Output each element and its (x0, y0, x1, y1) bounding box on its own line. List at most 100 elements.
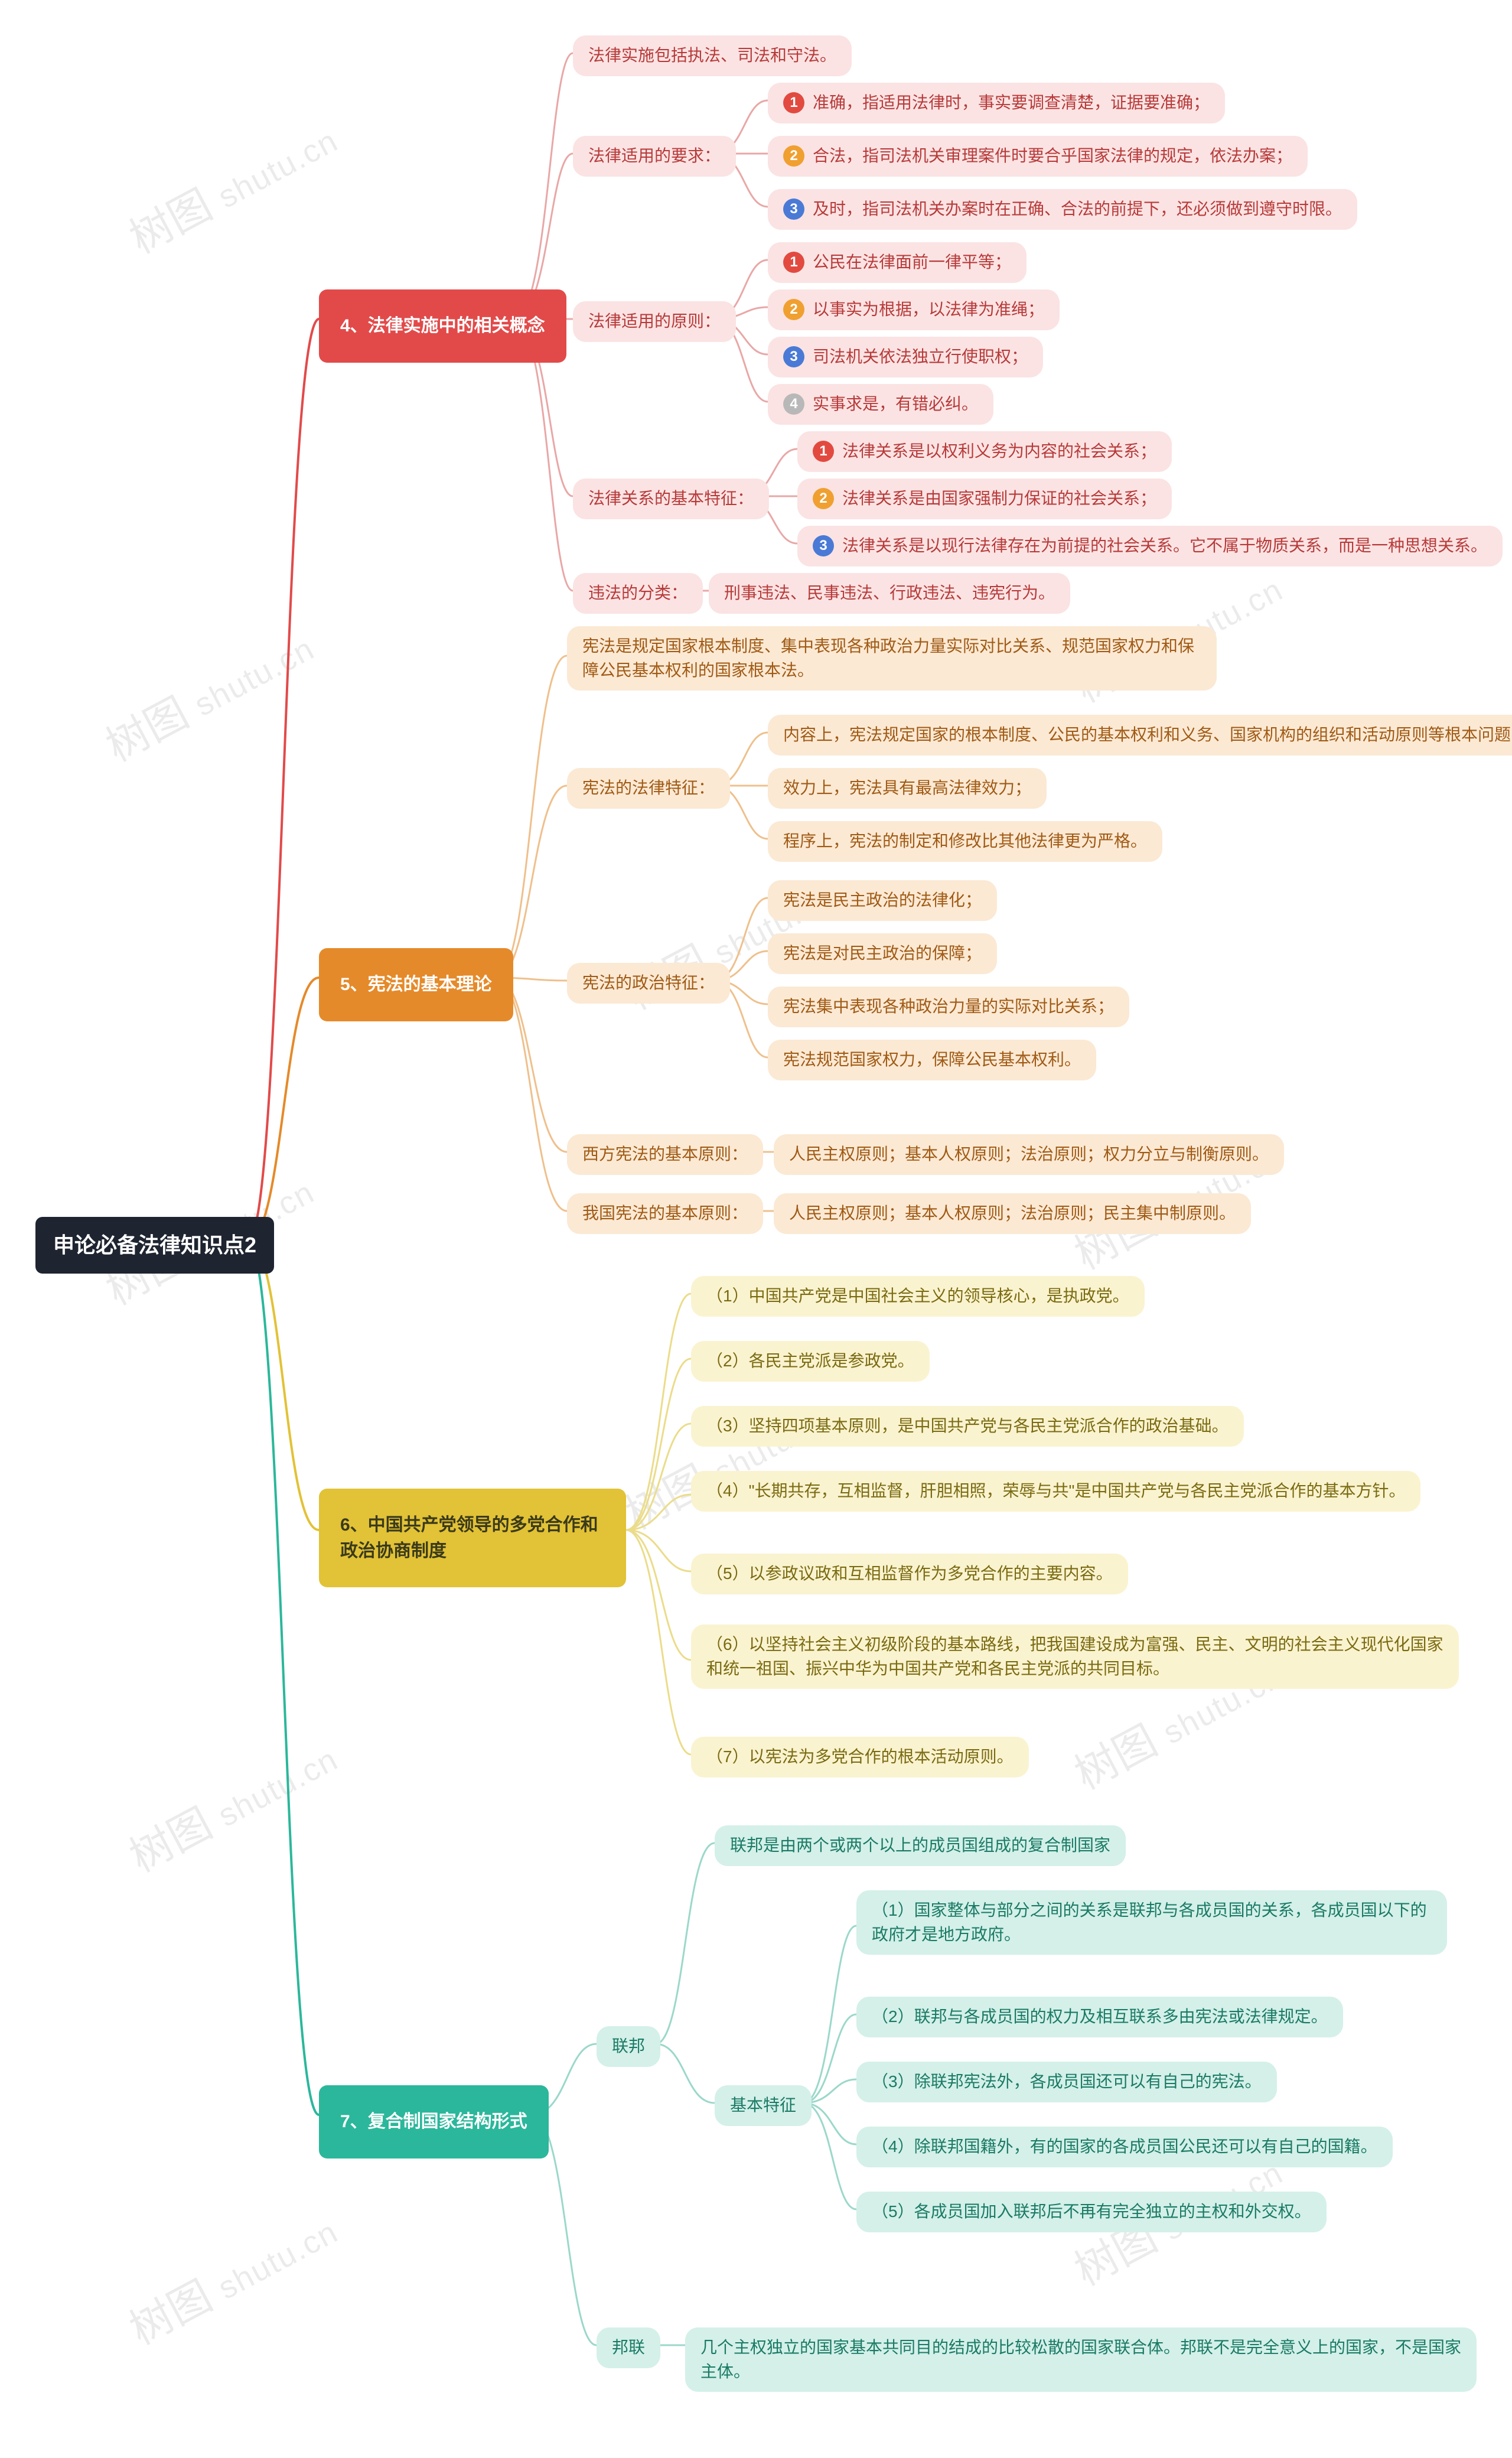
b6-c1-text: （1）中国共产党是中国社会主义的领导核心，是执政党。 (706, 1284, 1129, 1308)
b4-c3-n2-text: 以事实为根据，以法律为准绳； (813, 298, 1044, 322)
b5-c2-p3[interactable]: 程序上，宪法的制定和修改比其他法律更为严格。 (768, 821, 1162, 862)
b7-c1[interactable]: 联邦 (597, 2026, 660, 2067)
b4-c5-tail[interactable]: 刑事违法、民事违法、行政违法、违宪行为。 (709, 573, 1070, 614)
b7-c1-b-p4[interactable]: （4）除联邦国籍外，有的国家的各成员国公民还可以有自己的国籍。 (856, 2127, 1393, 2167)
b4-c3-n2[interactable]: 2以事实为根据，以法律为准绳； (768, 289, 1060, 330)
b5-c1[interactable]: 宪法是规定国家根本制度、集中表现各种政治力量实际对比关系、规范国家权力和保障公民… (567, 626, 1217, 691)
b5-c2-p2-text: 效力上，宪法具有最高法律效力； (783, 776, 1031, 800)
b7-c1-a-text: 联邦是由两个或两个以上的成员国组成的复合制国家 (730, 1834, 1110, 1858)
b5-c2-p2[interactable]: 效力上，宪法具有最高法律效力； (768, 768, 1047, 809)
b4-c5-tail-text: 刑事违法、民事违法、行政违法、违宪行为。 (724, 581, 1055, 605)
root-node[interactable]: 申论必备法律知识点2 (35, 1217, 274, 1274)
b5-c3-p1[interactable]: 宪法是民主政治的法律化； (768, 880, 997, 921)
b7-c1-b-p1[interactable]: （1）国家整体与部分之间的关系是联邦与各成员国的关系，各成员国以下的政府才是地方… (856, 1890, 1447, 1955)
b4-c1-text: 法律实施包括执法、司法和守法。 (588, 44, 836, 68)
b6-c2[interactable]: （2）各民主党派是参政党。 (691, 1341, 930, 1382)
b5-c1-text: 宪法是规定国家根本制度、集中表现各种政治力量实际对比关系、规范国家权力和保障公民… (582, 634, 1201, 682)
b7-c1-b-p3[interactable]: （3）除联邦宪法外，各成员国还可以有自己的宪法。 (856, 2062, 1277, 2102)
b6-c5-text: （5）以参政议政和互相监督作为多党合作的主要内容。 (706, 1562, 1113, 1586)
watermark: 树图 shutu.cn (117, 2195, 346, 2356)
b7-c2-tail-text: 几个主权独立的国家基本共同目的结成的比较松散的国家联合体。邦联不是完全意义上的国… (700, 2336, 1461, 2384)
b4-c4-n2-text: 法律关系是由国家强制力保证的社会关系； (842, 487, 1156, 511)
b5-c4-tail[interactable]: 人民主权原则；基本人权原则；法治原则；权力分立与制衡原则。 (774, 1134, 1284, 1175)
root-label: 申论必备法律知识点2 (53, 1230, 256, 1261)
b6-c4-text: （4）"长期共存，互相监督，肝胆相照，荣辱与共"是中国共产党与各民主党派合作的基… (706, 1479, 1405, 1503)
watermark: 树图 shutu.cn (613, 1380, 842, 1541)
b6-c1[interactable]: （1）中国共产党是中国社会主义的领导核心，是执政党。 (691, 1276, 1145, 1317)
b6-c4[interactable]: （4）"长期共存，互相监督，肝胆相照，荣辱与共"是中国共产党与各民主党派合作的基… (691, 1471, 1420, 1512)
b4-c3[interactable]: 法律适用的原则： (573, 301, 736, 342)
b5-c3-text: 宪法的政治特征： (582, 971, 715, 995)
b5-c3-p3-text: 宪法集中表现各种政治力量的实际对比关系； (783, 995, 1114, 1019)
b4-c2-n1[interactable]: 1准确，指适用法律时，事实要调查清楚，证据要准确； (768, 83, 1225, 123)
watermark: 树图 shutu.cn (93, 612, 322, 773)
b6-c6[interactable]: （6）以坚持社会主义初级阶段的基本路线，把我国建设成为富强、民主、文明的社会主义… (691, 1624, 1459, 1689)
b7-c1-b-text: 基本特征 (730, 2094, 796, 2118)
b4-c5-text: 违法的分类： (588, 581, 687, 605)
b5-c4-tail-text: 人民主权原则；基本人权原则；法治原则；权力分立与制衡原则。 (789, 1142, 1269, 1167)
b4-c4-text: 法律关系的基本特征： (588, 487, 754, 511)
b5-c4[interactable]: 西方宪法的基本原则： (567, 1134, 763, 1175)
b7-c1-text: 联邦 (612, 2034, 645, 2059)
b5-c5-tail[interactable]: 人民主权原则；基本人权原则；法治原则；民主集中制原则。 (774, 1193, 1251, 1234)
b4-c2-text: 法律适用的要求： (588, 144, 721, 168)
b5-c3-p4[interactable]: 宪法规范国家权力，保障公民基本权利。 (768, 1040, 1096, 1080)
b4-c4-n3[interactable]: 3法律关系是以现行法律存在为前提的社会关系。它不属于物质关系，而是一种思想关系。 (797, 526, 1503, 567)
b4-c2-n2-text: 合法，指司法机关审理案件时要合乎国家法律的规定，依法办案； (813, 144, 1292, 168)
b6-c2-text: （2）各民主党派是参政党。 (706, 1349, 914, 1373)
b6-c5[interactable]: （5）以参政议政和互相监督作为多党合作的主要内容。 (691, 1554, 1128, 1594)
b4-c4-n1-text: 法律关系是以权利义务为内容的社会关系； (842, 439, 1156, 464)
b6-c6-text: （6）以坚持社会主义初级阶段的基本路线，把我国建设成为富强、民主、文明的社会主义… (706, 1633, 1443, 1681)
branch-7[interactable]: 7、复合制国家结构形式 (319, 2085, 549, 2159)
branch-7-label: 7、复合制国家结构形式 (340, 2109, 527, 2135)
b5-c2-p1[interactable]: 内容上，宪法规定国家的根本制度、公民的基本权利和义务、国家机构的组织和活动原则等… (768, 715, 1512, 756)
branch-6-label: 6、中国共产党领导的多党合作和政治协商制度 (340, 1512, 605, 1564)
b5-c3-p3[interactable]: 宪法集中表现各种政治力量的实际对比关系； (768, 987, 1129, 1027)
b7-c2[interactable]: 邦联 (597, 2327, 660, 2368)
branch-4[interactable]: 4、法律实施中的相关概念 (319, 289, 566, 363)
b4-c3-n4-text: 实事求是，有错必纠。 (813, 392, 978, 416)
branch-5-label: 5、宪法的基本理论 (340, 972, 492, 998)
b7-c1-a[interactable]: 联邦是由两个或两个以上的成员国组成的复合制国家 (715, 1825, 1126, 1866)
b5-c3-p4-text: 宪法规范国家权力，保障公民基本权利。 (783, 1048, 1081, 1072)
b4-c2-n3-text: 及时，指司法机关办案时在正确、合法的前提下，还必须做到遵守时限。 (813, 197, 1342, 222)
b5-c3-p2[interactable]: 宪法是对民主政治的保障； (768, 933, 997, 974)
b6-c3-text: （3）坚持四项基本原则，是中国共产党与各民主党派合作的政治基础。 (706, 1414, 1228, 1438)
b6-c3[interactable]: （3）坚持四项基本原则，是中国共产党与各民主党派合作的政治基础。 (691, 1406, 1244, 1447)
branch-5[interactable]: 5、宪法的基本理论 (319, 948, 513, 1021)
b5-c4-text: 西方宪法的基本原则： (582, 1142, 748, 1167)
branch-4-label: 4、法律实施中的相关概念 (340, 313, 545, 339)
b4-c2-n1-text: 准确，指适用法律时，事实要调查清楚，证据要准确； (813, 91, 1210, 115)
b5-c2[interactable]: 宪法的法律特征： (567, 768, 730, 809)
b6-c7-text: （7）以宪法为多党合作的根本活动原则。 (706, 1745, 1014, 1769)
branch-6[interactable]: 6、中国共产党领导的多党合作和政治协商制度 (319, 1489, 626, 1587)
b7-c2-text: 邦联 (612, 2336, 645, 2360)
b7-c1-b[interactable]: 基本特征 (715, 2085, 812, 2126)
b4-c1[interactable]: 法律实施包括执法、司法和守法。 (573, 35, 852, 76)
b4-c4-n2[interactable]: 2法律关系是由国家强制力保证的社会关系； (797, 478, 1172, 519)
b7-c1-b-p4-text: （4）除联邦国籍外，有的国家的各成员国公民还可以有自己的国籍。 (872, 2135, 1377, 2159)
b5-c5[interactable]: 我国宪法的基本原则： (567, 1193, 763, 1234)
b4-c3-n3[interactable]: 3司法机关依法独立行使职权； (768, 337, 1043, 377)
b6-c7[interactable]: （7）以宪法为多党合作的根本活动原则。 (691, 1737, 1029, 1777)
b7-c1-b-p1-text: （1）国家整体与部分之间的关系是联邦与各成员国的关系，各成员国以下的政府才是地方… (872, 1899, 1432, 1946)
b5-c3-p1-text: 宪法是民主政治的法律化； (783, 888, 982, 913)
b4-c2-n2[interactable]: 2合法，指司法机关审理案件时要合乎国家法律的规定，依法办案； (768, 136, 1308, 177)
b4-c5[interactable]: 违法的分类： (573, 573, 703, 614)
b7-c2-tail[interactable]: 几个主权独立的国家基本共同目的结成的比较松散的国家联合体。邦联不是完全意义上的国… (685, 2327, 1477, 2392)
b4-c3-n4[interactable]: 4实事求是，有错必纠。 (768, 384, 993, 425)
b4-c2-n3[interactable]: 3及时，指司法机关办案时在正确、合法的前提下，还必须做到遵守时限。 (768, 189, 1357, 230)
mindmap-canvas: 树图 shutu.cn 树图 shutu.cn 树图 shutu.cn 树图 s… (0, 0, 1512, 2458)
b4-c4[interactable]: 法律关系的基本特征： (573, 478, 769, 519)
b5-c5-text: 我国宪法的基本原则： (582, 1202, 748, 1226)
watermark: 树图 shutu.cn (117, 1723, 346, 1884)
b5-c2-p3-text: 程序上，宪法的制定和修改比其他法律更为严格。 (783, 829, 1147, 854)
b7-c1-b-p2[interactable]: （2）联邦与各成员国的权力及相互联系多由宪法或法律规定。 (856, 1997, 1343, 2037)
b7-c1-b-p5[interactable]: （5）各成员国加入联邦后不再有完全独立的主权和外交权。 (856, 2192, 1327, 2232)
b5-c3[interactable]: 宪法的政治特征： (567, 963, 730, 1004)
b4-c4-n1[interactable]: 1法律关系是以权利义务为内容的社会关系； (797, 431, 1172, 472)
b5-c2-text: 宪法的法律特征： (582, 776, 715, 800)
b4-c2[interactable]: 法律适用的要求： (573, 136, 736, 177)
b7-c1-b-p3-text: （3）除联邦宪法外，各成员国还可以有自己的宪法。 (872, 2070, 1262, 2094)
b4-c3-n1[interactable]: 1公民在法律面前一律平等； (768, 242, 1027, 283)
